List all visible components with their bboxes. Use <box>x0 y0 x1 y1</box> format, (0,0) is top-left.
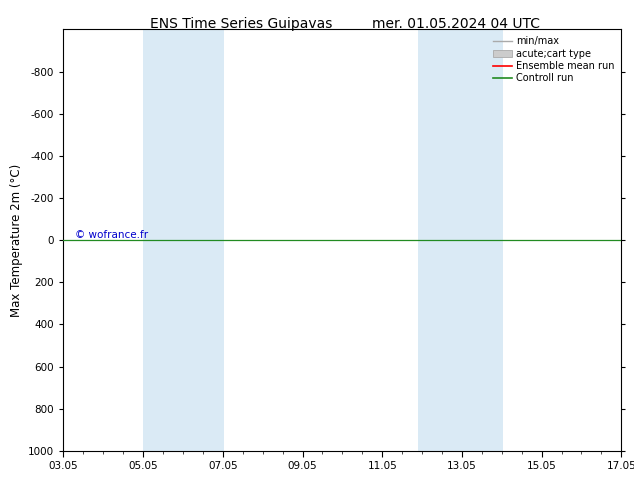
Text: ENS Time Series Guipavas: ENS Time Series Guipavas <box>150 17 332 31</box>
Bar <box>458 29 501 451</box>
Bar <box>143 29 183 451</box>
Bar <box>418 29 458 451</box>
Text: © wofrance.fr: © wofrance.fr <box>75 230 148 240</box>
Legend: min/max, acute;cart type, Ensemble mean run, Controll run: min/max, acute;cart type, Ensemble mean … <box>491 34 616 85</box>
Text: mer. 01.05.2024 04 UTC: mer. 01.05.2024 04 UTC <box>373 17 540 31</box>
Bar <box>183 29 223 451</box>
Y-axis label: Max Temperature 2m (°C): Max Temperature 2m (°C) <box>10 164 23 317</box>
